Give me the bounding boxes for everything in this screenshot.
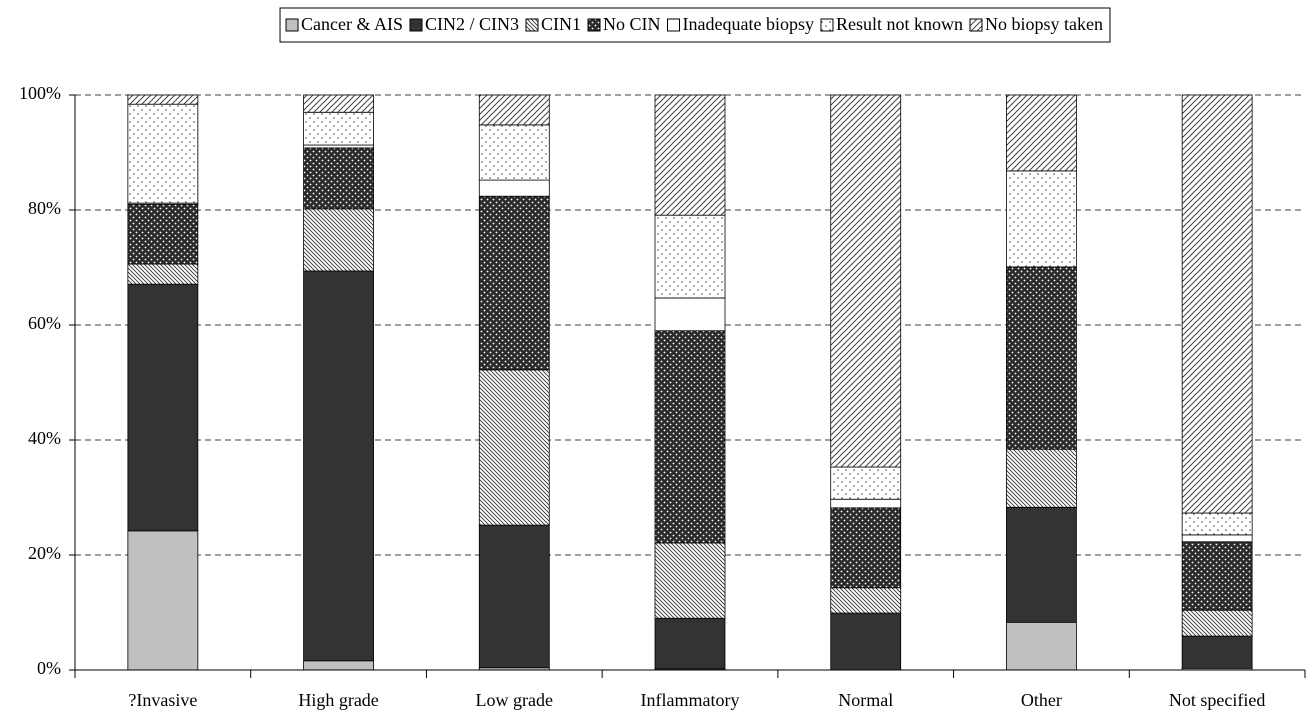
bar-segment bbox=[127, 283, 199, 532]
bar-segment bbox=[830, 507, 902, 589]
bar-segment bbox=[654, 214, 726, 299]
bar-segment bbox=[654, 297, 726, 332]
bar-segment bbox=[1006, 170, 1077, 268]
legend-label: Cancer & AIS bbox=[301, 14, 403, 34]
bar-segment bbox=[654, 617, 726, 670]
y-tick-label: 100% bbox=[19, 83, 61, 103]
bar-segment bbox=[478, 524, 550, 669]
y-tick-label: 0% bbox=[37, 658, 61, 678]
bar-segment bbox=[478, 124, 550, 181]
x-tick-label: Other bbox=[1021, 690, 1062, 710]
x-tick-label: Normal bbox=[838, 690, 893, 710]
legend-label: Result not known bbox=[836, 14, 963, 34]
x-tick-label: High grade bbox=[298, 690, 378, 710]
bar-segment bbox=[303, 660, 374, 671]
bar-segment bbox=[830, 94, 902, 468]
legend-label: No biopsy taken bbox=[985, 14, 1103, 34]
legend-swatch bbox=[667, 18, 681, 32]
bar-segment bbox=[303, 147, 374, 210]
legend-label: CIN2 / CIN3 bbox=[425, 14, 519, 34]
x-tick-label: Inflammatory bbox=[641, 690, 740, 710]
bar-segment bbox=[1006, 266, 1077, 450]
bar-segment bbox=[127, 530, 199, 671]
bar-segment bbox=[1006, 621, 1077, 671]
x-tick-label: Low grade bbox=[476, 690, 553, 710]
y-tick-label: 80% bbox=[28, 198, 61, 218]
x-tick-label: ?Invasive bbox=[128, 690, 197, 710]
bar-segment bbox=[478, 94, 550, 126]
bar-segment bbox=[1181, 541, 1253, 611]
bar-segment bbox=[303, 270, 374, 662]
bar-segment bbox=[127, 94, 199, 105]
y-tick-label: 60% bbox=[28, 313, 61, 333]
y-tick-label: 40% bbox=[28, 428, 61, 448]
bar-segment bbox=[127, 263, 199, 285]
legend-label: No CIN bbox=[603, 14, 661, 34]
bar-segment bbox=[303, 111, 374, 146]
bar-segment bbox=[303, 94, 374, 113]
bar-segment bbox=[654, 94, 726, 216]
legend-swatch bbox=[409, 18, 423, 32]
bar-segment bbox=[654, 542, 726, 619]
legend-swatch bbox=[587, 18, 601, 32]
bar-segment bbox=[1006, 506, 1077, 623]
bar-segment bbox=[830, 466, 902, 500]
y-tick-label: 20% bbox=[28, 543, 61, 563]
legend-swatch bbox=[525, 18, 539, 32]
bar-segment bbox=[1181, 94, 1253, 514]
legend-swatch bbox=[969, 18, 983, 32]
bar-segment bbox=[830, 612, 902, 671]
bar-segment bbox=[478, 195, 550, 371]
bar-segment bbox=[303, 144, 374, 149]
bar-segment bbox=[127, 203, 199, 265]
bar-segment bbox=[1181, 512, 1253, 536]
bar-segment bbox=[830, 587, 902, 614]
bar-segment bbox=[1181, 609, 1253, 637]
legend-label: Inadequate biopsy bbox=[683, 14, 814, 34]
bar-segment bbox=[478, 369, 550, 526]
bar-segment bbox=[654, 330, 726, 544]
legend-label: CIN1 bbox=[541, 14, 581, 34]
x-tick-label: Not specified bbox=[1169, 690, 1265, 710]
bar-segment bbox=[127, 103, 199, 204]
bar-segment bbox=[1181, 534, 1253, 543]
bar-segment bbox=[1006, 94, 1077, 172]
legend-swatch bbox=[820, 18, 834, 32]
bar-segment bbox=[303, 208, 374, 272]
legend-swatch bbox=[285, 18, 299, 32]
bar-segment bbox=[1181, 635, 1253, 669]
bar-segment bbox=[830, 498, 902, 509]
bar-segment bbox=[1006, 448, 1077, 508]
bar-segment bbox=[478, 179, 550, 197]
